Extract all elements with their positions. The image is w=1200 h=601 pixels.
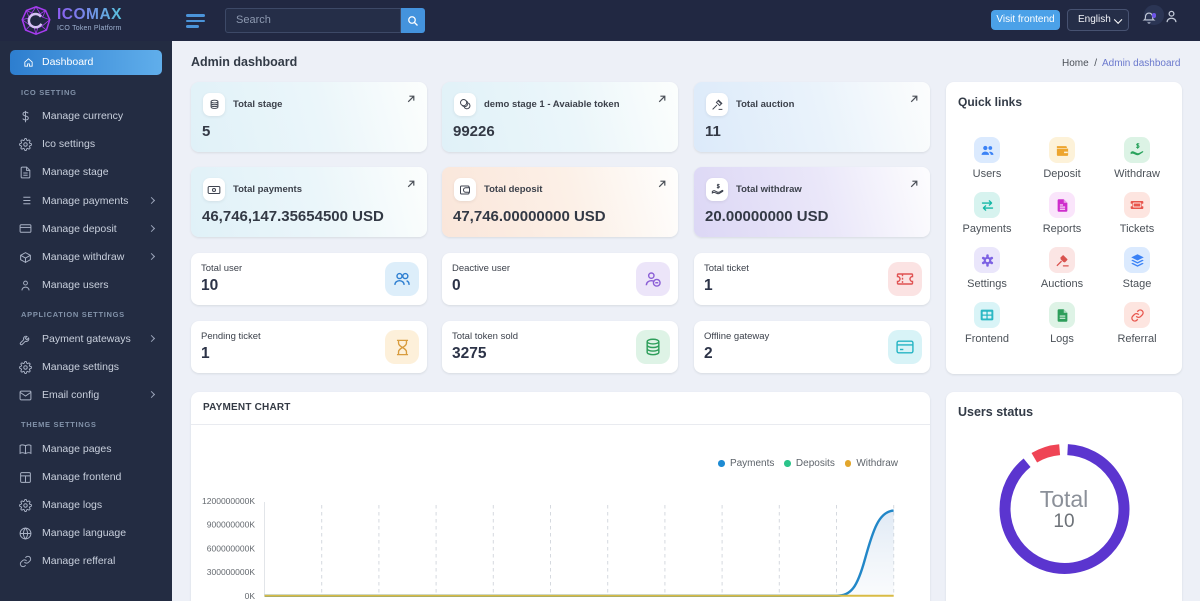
svg-text:600000000K: 600000000K [207,544,256,554]
svg-text:900000000K: 900000000K [207,520,256,530]
svg-text:300000000K: 300000000K [207,567,256,577]
svg-text:0K: 0K [245,591,256,601]
svg-text:1200000000K: 1200000000K [202,496,255,506]
